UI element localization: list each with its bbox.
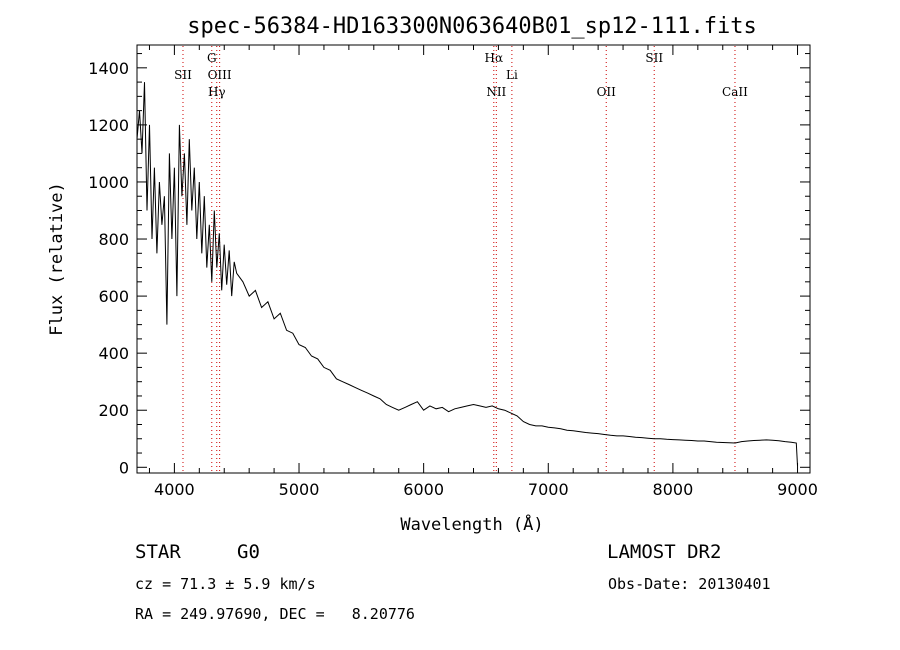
observation-date: Obs-Date: 20130401 bbox=[608, 575, 771, 593]
y-tick-label: 1000 bbox=[88, 173, 129, 192]
spectral-line-label: G bbox=[207, 51, 217, 65]
object-class: STAR bbox=[135, 541, 181, 563]
object-subclass: G0 bbox=[237, 541, 260, 563]
spectrum-line bbox=[136, 82, 798, 466]
axis-ticks: 4000 5000 6000 7000 8000 9000 0 200 400 600 800 100… bbox=[88, 45, 818, 499]
spectrum-plot: spec-56384-HD163300N063640B01_sp12-111.f… bbox=[47, 14, 818, 535]
x-tick-label: 5000 bbox=[279, 480, 320, 499]
spectral-line-label: Li bbox=[506, 68, 518, 82]
spectral-line-label: Hα bbox=[485, 51, 504, 65]
y-tick-label: 400 bbox=[98, 344, 129, 363]
y-tick-label: 200 bbox=[98, 401, 129, 420]
coordinates: RA = 249.97690, DEC = 8.20776 bbox=[135, 605, 415, 623]
spectral-line-label: OIII bbox=[208, 68, 232, 82]
y-tick-label: 800 bbox=[98, 230, 129, 249]
y-axis-label: Flux (relative) bbox=[47, 182, 67, 336]
x-tick-label: 9000 bbox=[777, 480, 818, 499]
x-tick-label: 8000 bbox=[653, 480, 694, 499]
x-tick-label: 7000 bbox=[528, 480, 569, 499]
spectral-line-label: Hγ bbox=[208, 85, 226, 99]
spectral-line-label: SII bbox=[174, 68, 192, 82]
x-tick-label: 6000 bbox=[403, 480, 444, 499]
y-tick-label: 1400 bbox=[88, 59, 129, 78]
survey-name: LAMOST DR2 bbox=[607, 541, 722, 563]
spectral-line-label: NII bbox=[486, 85, 506, 99]
y-tick-label: 1200 bbox=[88, 116, 129, 135]
plot-frame bbox=[136, 44, 811, 474]
redshift-value: cz = 71.3 ± 5.9 km/s bbox=[135, 575, 316, 593]
x-tick-label: 4000 bbox=[154, 480, 195, 499]
spectral-line-label: OII bbox=[597, 85, 617, 99]
x-axis-label: Wavelength (Å) bbox=[400, 513, 543, 535]
y-tick-label: 600 bbox=[98, 287, 129, 306]
spectral-line-label: SII bbox=[645, 51, 663, 65]
chart-title: spec-56384-HD163300N063640B01_sp12-111.f… bbox=[187, 14, 757, 39]
y-tick-label: 0 bbox=[119, 458, 129, 477]
spectral-line-label: CaII bbox=[722, 85, 748, 99]
